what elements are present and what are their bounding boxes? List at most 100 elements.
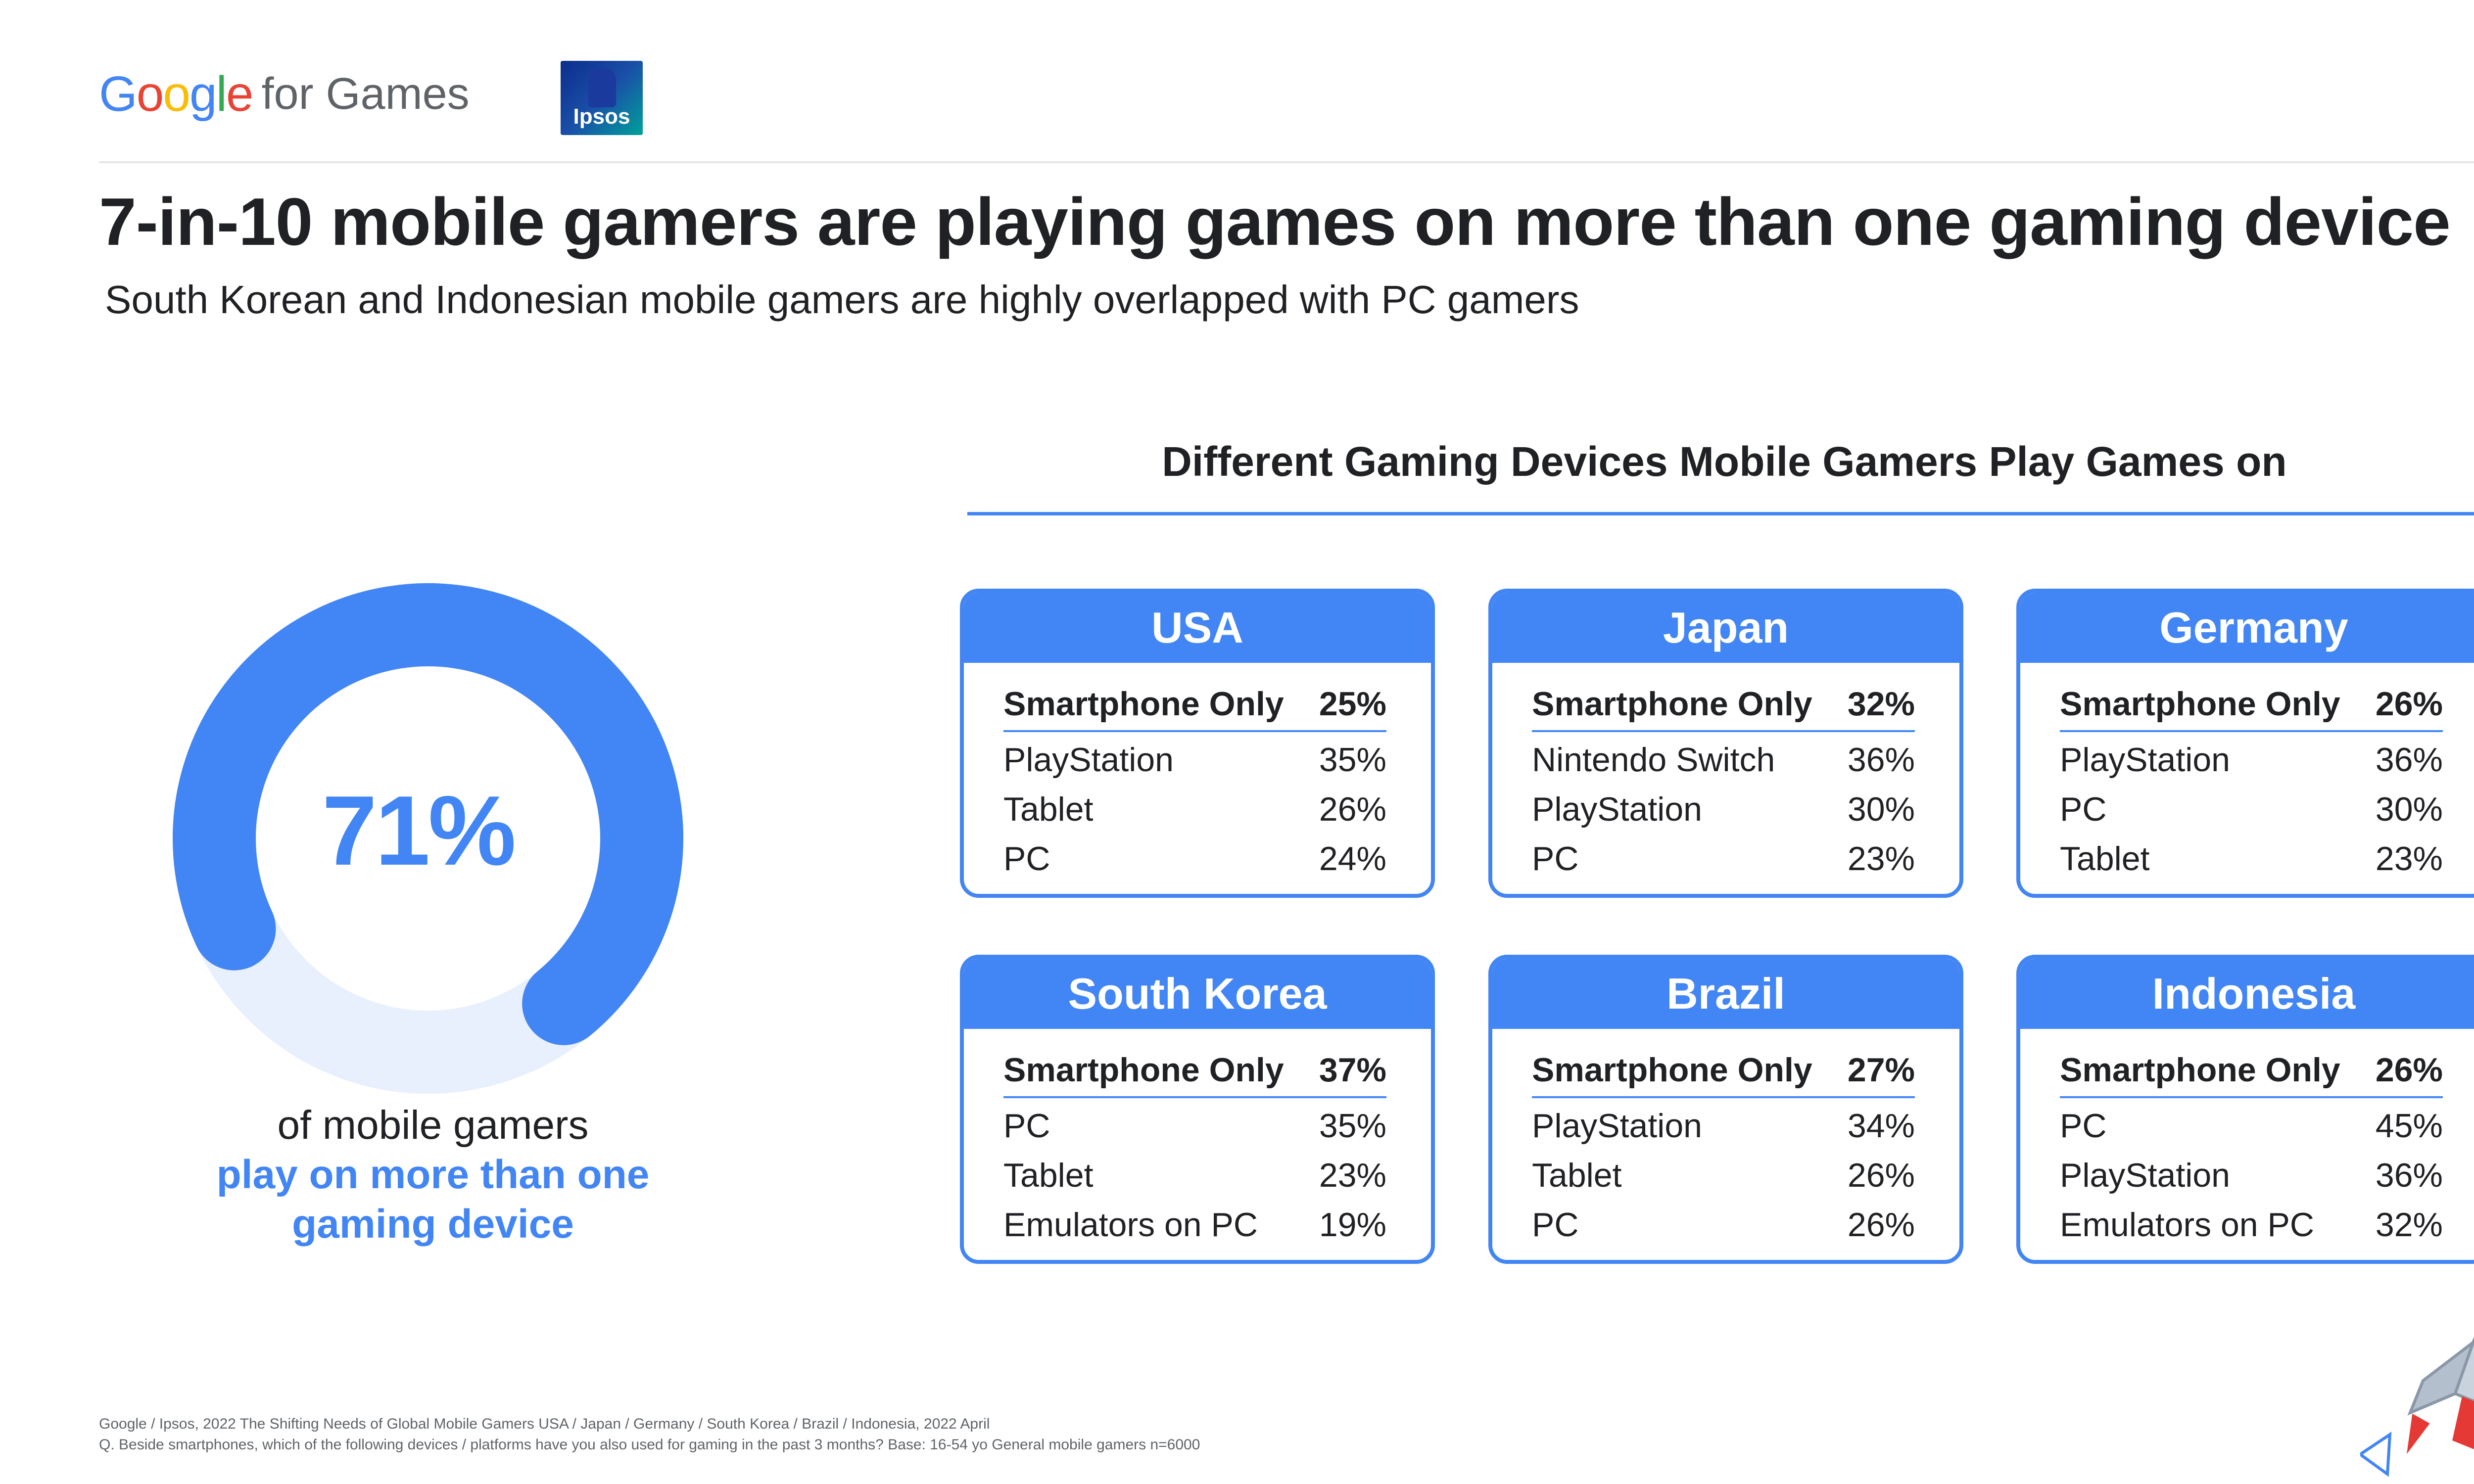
device-row: Tablet 26% [1003, 785, 1386, 834]
country-name: Germany [2020, 593, 2474, 663]
device-row: PlayStation 34% [1532, 1101, 1915, 1151]
device-percent: 26% [2375, 1051, 2443, 1089]
device-label: PC [1003, 840, 1050, 878]
device-row: Tablet 23% [2060, 834, 2443, 883]
device-label: Smartphone Only [2060, 685, 2340, 723]
device-row: PC 30% [2060, 785, 2443, 834]
device-list: Smartphone Only 37% PC 35% Tablet 23% Emulator… [964, 1029, 1431, 1250]
device-percent: 30% [2375, 790, 2443, 828]
device-label: Tablet [1003, 790, 1094, 828]
device-row: PC 45% [2060, 1101, 2443, 1151]
google-wordmark: Google [99, 66, 254, 122]
device-label: PlayStation [2060, 741, 2230, 779]
device-percent: 19% [1319, 1206, 1386, 1244]
country-name: Japan [1492, 593, 1959, 663]
device-percent: 35% [1319, 741, 1386, 779]
device-label: Smartphone Only [1532, 685, 1812, 723]
device-percent: 26% [1847, 1157, 1915, 1194]
device-row: Smartphone Only 26% [2060, 678, 2443, 732]
device-percent: 24% [1319, 840, 1386, 878]
footnote-source: Google / Ipsos, 2022 The Shifting Needs … [99, 1416, 990, 1432]
device-row: Tablet 23% [1003, 1151, 1386, 1200]
device-row: PlayStation 36% [2060, 735, 2443, 785]
device-row: PlayStation 35% [1003, 735, 1386, 785]
country-name: Brazil [1492, 959, 1959, 1029]
device-label: PC [1003, 1107, 1050, 1145]
device-row: PC 35% [1003, 1101, 1386, 1151]
device-label: Nintendo Switch [1532, 741, 1775, 779]
device-row: Smartphone Only 27% [1532, 1044, 1915, 1098]
ipsos-logo-shape [588, 67, 616, 107]
device-label: Emulators on PC [2060, 1206, 2314, 1244]
device-label: PC [2060, 1107, 2107, 1145]
country-card-japan: Japan Smartphone Only 32% Nintendo Switch 36… [1488, 589, 1963, 898]
device-label: PlayStation [1532, 790, 1702, 828]
google-for-games-logo: Google for Games [99, 64, 470, 124]
country-card-germany: Germany Smartphone Only 26% PlayStation 36% P… [2016, 589, 2474, 898]
device-row: PlayStation 30% [1532, 785, 1915, 834]
rocket-icon [2360, 1205, 2474, 1477]
device-label: Smartphone Only [1003, 685, 1284, 723]
footnote-question: Q. Beside smartphones, which of the foll… [99, 1437, 1200, 1453]
device-label: Tablet [1003, 1157, 1094, 1194]
device-label: Smartphone Only [1003, 1051, 1284, 1089]
device-percent: 23% [2375, 840, 2443, 878]
device-percent: 32% [2375, 1206, 2443, 1244]
device-percent: 26% [1847, 1206, 1915, 1244]
device-row: PC 24% [1003, 834, 1386, 883]
device-percent: 25% [1319, 685, 1386, 723]
device-row: Tablet 26% [1532, 1151, 1915, 1200]
country-card-brazil: Brazil Smartphone Only 27% PlayStation 34% Ta… [1488, 955, 1963, 1264]
device-list: Smartphone Only 26% PlayStation 36% PC 30% Tab… [2020, 663, 2474, 883]
device-row: Smartphone Only 25% [1003, 678, 1386, 732]
brand-suffix: for Games [261, 69, 470, 119]
device-row: Smartphone Only 26% [2060, 1044, 2443, 1098]
device-row: Nintendo Switch 36% [1532, 735, 1915, 785]
ipsos-logo: Ipsos [561, 61, 643, 135]
donut-caption: of mobile gamers play on more than one g… [148, 1101, 717, 1249]
country-name: USA [964, 593, 1431, 663]
slide-subtitle: South Korean and Indonesian mobile gamer… [105, 278, 1579, 322]
ipsos-logo-text: Ipsos [573, 104, 630, 129]
device-percent: 27% [1847, 1051, 1915, 1089]
device-row: PlayStation 36% [2060, 1151, 2443, 1200]
device-label: PC [1532, 840, 1579, 878]
donut-chart [173, 583, 683, 1094]
device-row: Emulators on PC 32% [2060, 1200, 2443, 1250]
device-label: Tablet [1532, 1157, 1622, 1194]
device-row: Smartphone Only 32% [1532, 678, 1915, 732]
device-row: Emulators on PC 19% [1003, 1200, 1386, 1250]
device-percent: 37% [1319, 1051, 1386, 1089]
device-label: PlayStation [2060, 1157, 2230, 1194]
device-list: Smartphone Only 27% PlayStation 34% Tablet 26… [1492, 1029, 1959, 1250]
device-label: PlayStation [1532, 1107, 1702, 1145]
device-row: PC 26% [1532, 1200, 1915, 1250]
device-row: Smartphone Only 37% [1003, 1044, 1386, 1098]
device-label: Emulators on PC [1003, 1206, 1258, 1244]
slide-title: 7-in-10 mobile gamers are playing games … [99, 184, 2451, 259]
device-label: Smartphone Only [1532, 1051, 1812, 1089]
device-list: Smartphone Only 25% PlayStation 35% Tablet 26… [964, 663, 1431, 883]
caption-line-3: gaming device [292, 1202, 574, 1247]
device-row: PC 23% [1532, 834, 1915, 883]
device-label: PC [2060, 790, 2107, 828]
device-percent: 36% [2375, 741, 2443, 779]
device-list: Smartphone Only 26% PC 45% PlayStation 36% Emu… [2020, 1029, 2474, 1250]
device-percent: 36% [2375, 1157, 2443, 1194]
device-percent: 26% [2375, 685, 2443, 723]
country-name: South Korea [964, 959, 1431, 1029]
donut-value: 71% [322, 776, 516, 886]
panel-title: Different Gaming Devices Mobile Gamers P… [1162, 438, 2287, 485]
device-percent: 36% [1847, 741, 1915, 779]
device-label: PlayStation [1003, 741, 1174, 779]
caption-line-2: play on more than one [216, 1152, 650, 1197]
device-label: Tablet [2060, 840, 2150, 878]
footnote: Google / Ipsos, 2022 The Shifting Needs … [99, 1414, 1200, 1455]
donut-fill-arc [173, 583, 683, 1045]
device-percent: 35% [1319, 1107, 1386, 1145]
panel-divider [967, 512, 2474, 515]
device-percent: 23% [1319, 1157, 1386, 1194]
country-name: Indonesia [2020, 959, 2474, 1029]
device-percent: 23% [1847, 840, 1915, 878]
device-list: Smartphone Only 32% Nintendo Switch 36% Play… [1492, 663, 1959, 883]
